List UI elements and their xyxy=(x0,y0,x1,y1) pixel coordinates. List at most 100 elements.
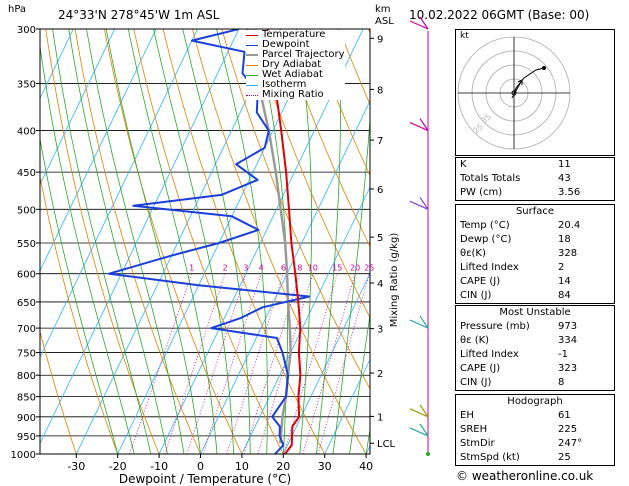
legend-swatch xyxy=(246,74,258,76)
isotherm xyxy=(200,99,370,454)
pressure-tick-label: 400 xyxy=(17,127,36,138)
plot-frame xyxy=(39,28,371,455)
mixing-ratio-label: 6 xyxy=(281,264,286,273)
wet-adiabat xyxy=(40,44,135,454)
wet-adiabat xyxy=(296,29,313,454)
mu-row: Lifted Index -1 xyxy=(456,348,614,362)
km-tick-label: 6 xyxy=(377,185,383,196)
km-tick-label: 3 xyxy=(377,325,383,336)
dry-adiabat xyxy=(280,29,370,248)
surface-label: θε(K) xyxy=(460,248,486,259)
datetime-label: 10.02.2022 06GMT (Base: 00) xyxy=(409,8,590,22)
pressure-tick-label: 850 xyxy=(17,393,36,404)
isotherm xyxy=(40,29,74,100)
x-tick-label: 30 xyxy=(318,460,332,473)
pressure-tick-label: 600 xyxy=(17,270,36,281)
surface-wind-marker xyxy=(426,452,430,456)
legend-item: Dry Adiabat xyxy=(246,60,345,70)
legend-item: Mixing Ratio xyxy=(246,90,345,100)
mu-row: Pressure (mb) 973 xyxy=(456,320,614,334)
hodo-row: SREH 225 xyxy=(456,423,614,437)
index-label: Totals Totals xyxy=(460,173,521,184)
pressure-tick-label: 300 xyxy=(17,25,36,36)
surface-label: Dewp (°C) xyxy=(460,234,512,245)
asl-label: ASL xyxy=(375,16,394,27)
mu-row: θε (K) 334 xyxy=(456,334,614,348)
wet-adiabat xyxy=(365,427,370,454)
wet-adiabat xyxy=(105,29,201,454)
hodo-value: 25 xyxy=(558,452,571,463)
mu-label: Lifted Index xyxy=(460,349,519,360)
km-label: km xyxy=(375,4,391,15)
legend-swatch xyxy=(246,84,258,86)
dry-adiabat xyxy=(103,29,243,454)
isotherm xyxy=(282,272,370,454)
legend-item: Isotherm xyxy=(246,80,345,90)
mu-label: CIN (J) xyxy=(460,377,492,388)
pressure-tick-label: 350 xyxy=(17,79,36,90)
x-tick-label: 40 xyxy=(359,460,373,473)
mixing-ratio-label: 10 xyxy=(308,264,318,273)
hpa-label: hPa xyxy=(8,4,27,15)
temperature-curve xyxy=(266,29,302,454)
mixing-ratio-label: 4 xyxy=(259,264,264,273)
legend-label: Parcel Trajectory xyxy=(262,49,345,60)
hodograph-kt-label: kt xyxy=(460,31,469,41)
wind-barb xyxy=(409,423,429,437)
km-tick-label: 9 xyxy=(377,34,383,45)
km-tick-label: 8 xyxy=(377,85,383,96)
wet-adiabat xyxy=(52,29,152,454)
legend-item: Temperature xyxy=(246,30,345,40)
wet-adiabat xyxy=(153,29,234,454)
pressure-tick-label: 900 xyxy=(17,413,36,424)
isotherm xyxy=(158,29,364,454)
legend-swatch xyxy=(246,64,258,66)
wet-adiabat xyxy=(216,29,268,454)
x-tick-label: -20 xyxy=(109,460,127,473)
hodo-row: EH 61 xyxy=(456,409,614,423)
mu-value: 8 xyxy=(558,377,565,388)
surface-row: Dewp (°C) 18 xyxy=(456,233,614,247)
wet-adiabat xyxy=(68,29,168,454)
x-tick-label: -10 xyxy=(150,460,168,473)
surface-label: CIN (J) xyxy=(460,290,492,301)
surface-title: Surface xyxy=(515,206,555,217)
location-label: 24°33'N 278°45'W 1m ASL xyxy=(58,8,220,22)
wet-adiabat xyxy=(332,114,370,454)
indices-table: K 11 Totals Totals 43 PW (cm) 3.56 xyxy=(455,157,615,201)
surface-value: 84 xyxy=(558,290,571,301)
wet-adiabat xyxy=(182,29,251,454)
most-unstable-table: Most Unstable Pressure (mb) 973 θε (K) 334 L… xyxy=(455,305,615,391)
hodo-value: 225 xyxy=(558,424,578,435)
km-tick-label: 7 xyxy=(377,136,383,147)
surface-value: 328 xyxy=(558,248,578,259)
surface-value: 18 xyxy=(558,234,571,245)
mu-label: Pressure (mb) xyxy=(460,321,530,332)
km-tick-label: 1 xyxy=(377,412,383,423)
hodo-row: StmDir 247° xyxy=(456,437,614,451)
x-axis-label: Dewpoint / Temperature (°C) xyxy=(119,472,291,486)
hodograph-table: Hodograph EH 61 SREH 225 StmDir 247° StmSpd (k… xyxy=(455,394,615,466)
legend-label: Wet Adiabat xyxy=(262,69,323,80)
mu-row: CIN (J) 8 xyxy=(456,376,614,390)
legend-label: Mixing Ratio xyxy=(262,89,324,100)
dry-adiabat xyxy=(133,29,284,454)
surface-row: θε(K) 328 xyxy=(456,247,614,261)
hodo-label: StmDir xyxy=(460,438,495,449)
surface-row: Temp (°C) 20.4 xyxy=(456,219,614,233)
wet-adiabat xyxy=(316,29,341,454)
pressure-tick-label: 550 xyxy=(17,239,36,250)
isotherm xyxy=(40,29,240,445)
dry-adiabat xyxy=(250,29,370,319)
surface-value: 14 xyxy=(558,276,571,287)
legend-swatch xyxy=(246,44,258,46)
legend-label: Isotherm xyxy=(262,79,307,90)
dry-adiabat xyxy=(221,29,370,390)
dry-adiabat xyxy=(74,29,201,454)
legend-swatch xyxy=(246,54,258,56)
wet-adiabat xyxy=(127,29,218,454)
index-value: 3.56 xyxy=(558,187,581,198)
hodo-value: 61 xyxy=(558,410,571,421)
surface-table: Surface Temp (°C) 20.4 Dewp (°C) 18 θε(K) 328… xyxy=(455,204,615,304)
mu-value: -1 xyxy=(558,349,568,360)
